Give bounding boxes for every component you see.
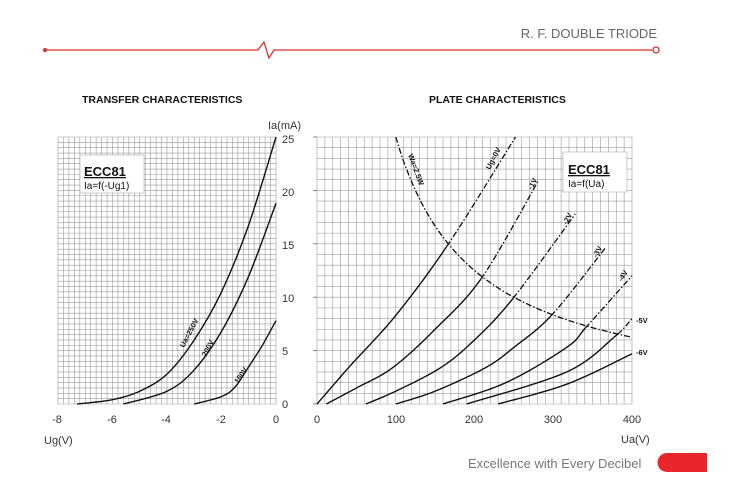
x-tick: 0 [314, 414, 320, 426]
x-tick: -2 [216, 414, 226, 426]
x-tick: 200 [465, 414, 483, 426]
plate-curve-1v [326, 278, 482, 405]
x-axis-label: Ua(V) [621, 434, 650, 446]
transfer-chart: -8 -6 -4 -2 0 Ug(V) Ia(mA) 0 5 10 15 20 … [44, 120, 301, 447]
plate-chart: 0 100 200 300 400 Ua(V) ECC81 Ia=f(Ua) W… [313, 136, 650, 446]
transfer-grid [57, 136, 277, 405]
curve-label: -5V [636, 316, 648, 325]
plate-curve-ug0v [316, 246, 448, 405]
plate-curves [316, 136, 633, 405]
x-axis-label: Ug(V) [44, 435, 73, 447]
y-tick: 20 [282, 187, 294, 199]
y-tick: 0 [282, 399, 288, 411]
x-tick: -6 [107, 414, 117, 426]
x-tick: 100 [387, 414, 405, 426]
x-tick: -4 [161, 414, 171, 426]
footer-accent-pill [657, 453, 707, 472]
legend-formula: Ia=f(-Ug1) [84, 181, 129, 192]
plate-curve-5v [466, 333, 618, 405]
plate-curve-2v [365, 297, 514, 405]
transfer-chart-title: TRANSFER CHARACTERISTICS [82, 94, 242, 106]
plate-legend-box: ECC81 Ia=f(Ua) [562, 151, 628, 193]
plate-chart-title: PLATE CHARACTERISTICS [429, 94, 566, 106]
x-tick: 300 [544, 414, 562, 426]
plate-curve-5v-extension [617, 318, 633, 335]
transfer-curve-200v [123, 202, 277, 405]
header-rule [43, 40, 660, 60]
header-title: R. F. DOUBLE TRIODE [521, 26, 658, 41]
plate-curve-4v [442, 327, 586, 405]
transfer-curve-ua250v [77, 136, 277, 405]
transfer-curves [77, 136, 277, 405]
x-tick: 400 [623, 414, 641, 426]
legend-formula: Ia=f(Ua) [568, 179, 604, 190]
y-tick: 15 [282, 240, 294, 252]
plate-curve-3v-extension [550, 247, 606, 317]
plate-curve-2v-extension [512, 213, 576, 299]
legend-tube: ECC81 [568, 162, 610, 177]
y-tick: 5 [282, 346, 288, 358]
transfer-legend-box: ECC81 Ia=f(-Ug1) [79, 154, 145, 194]
dissipation-label: Wa=2.5W [406, 153, 426, 188]
y-tick: 25 [282, 134, 294, 146]
legend-tube: ECC81 [84, 164, 126, 179]
plate-curve-6v [497, 353, 633, 405]
y-tick: 10 [282, 293, 294, 305]
curve-label: Ua=250V [178, 317, 201, 349]
curve-label: -4V [616, 268, 630, 283]
curve-label: 200V [200, 338, 216, 358]
curve-label: -2V [561, 211, 574, 226]
curve-label: -6V [636, 348, 648, 357]
plate-curve-1v-extension [480, 180, 539, 280]
plate-curve-3v [395, 315, 552, 405]
transfer-curve-100v [194, 320, 277, 405]
footer-tagline: Excellence with Every Decibel [468, 456, 642, 471]
x-tick: -8 [52, 414, 62, 426]
plate-curve-4v-extension [584, 275, 633, 329]
y-axis-label: Ia(mA) [268, 120, 301, 132]
x-tick: 0 [273, 414, 279, 426]
plate-curve-ug0v-extension [446, 136, 517, 247]
